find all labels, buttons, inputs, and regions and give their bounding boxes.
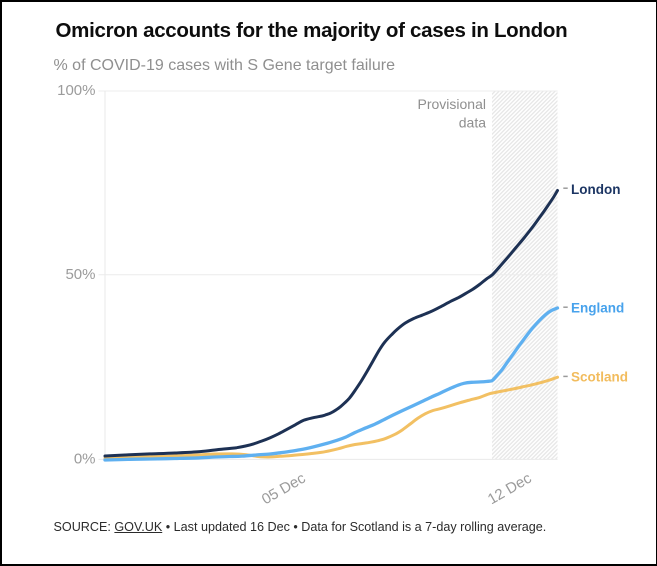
svg-text:100%: 100% <box>57 82 95 99</box>
svg-text:0%: 0% <box>74 451 96 468</box>
svg-text:50%: 50% <box>65 266 95 283</box>
svg-text:Scotland: Scotland <box>571 369 628 384</box>
svg-text:London: London <box>571 182 620 197</box>
svg-text:England: England <box>571 300 624 315</box>
svg-text:Provisional: Provisional <box>418 96 486 112</box>
svg-text:data: data <box>459 114 486 130</box>
svg-text:12 Dec: 12 Dec <box>485 469 535 508</box>
svg-text:05 Dec: 05 Dec <box>259 469 309 508</box>
